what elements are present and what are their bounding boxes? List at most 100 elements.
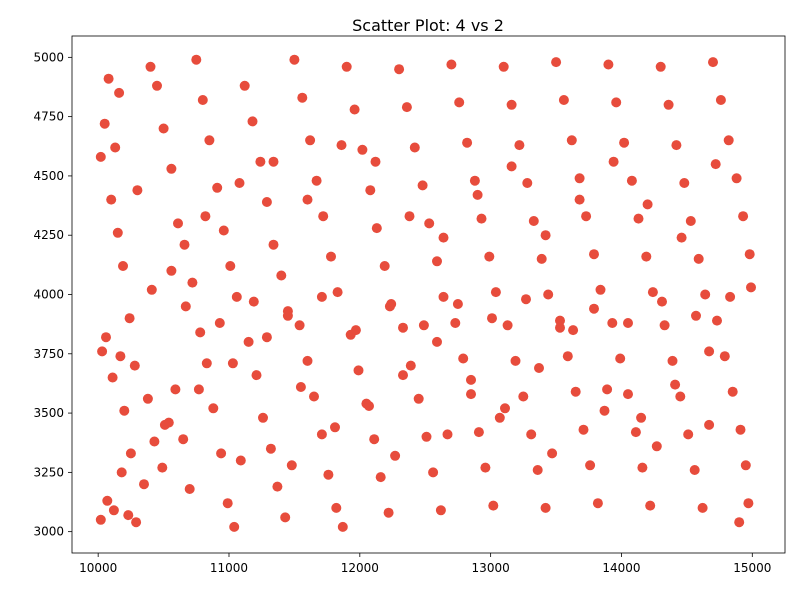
- data-point: [187, 277, 198, 288]
- data-points: [95, 54, 756, 532]
- data-point: [551, 57, 562, 68]
- data-point: [157, 462, 168, 473]
- data-point: [534, 363, 544, 373]
- data-point: [201, 358, 212, 369]
- data-point: [225, 261, 236, 271]
- data-point: [679, 178, 690, 188]
- data-point: [693, 253, 704, 264]
- data-point: [227, 358, 238, 369]
- data-point: [231, 291, 242, 302]
- data-point: [452, 299, 463, 309]
- data-point: [581, 211, 592, 222]
- data-point: [357, 144, 368, 155]
- data-point: [173, 218, 183, 229]
- data-point: [114, 87, 125, 98]
- data-point: [195, 327, 206, 338]
- data-point: [555, 315, 565, 326]
- data-point: [125, 448, 136, 459]
- data-point: [268, 156, 279, 167]
- data-point: [424, 218, 435, 229]
- data-point: [514, 140, 525, 151]
- data-point: [566, 135, 577, 146]
- data-point: [132, 185, 143, 196]
- data-point: [234, 178, 245, 188]
- data-point: [316, 429, 327, 440]
- data-point: [212, 182, 223, 193]
- data-point: [302, 194, 313, 205]
- data-point: [599, 405, 610, 416]
- data-point: [214, 318, 225, 328]
- data-point: [651, 441, 662, 452]
- data-point: [738, 211, 749, 222]
- data-point: [302, 355, 313, 366]
- data-point: [268, 239, 279, 250]
- data-point: [744, 249, 755, 260]
- data-point: [480, 462, 491, 473]
- data-point: [353, 365, 364, 376]
- data-point: [170, 384, 181, 395]
- data-point: [540, 502, 551, 513]
- data-point: [295, 382, 306, 392]
- data-point: [369, 434, 380, 445]
- data-point: [683, 429, 694, 440]
- data-point: [667, 355, 678, 366]
- data-point: [95, 151, 106, 162]
- x-tick-label: 11000: [210, 561, 248, 575]
- data-point: [719, 351, 730, 362]
- data-point: [626, 175, 637, 186]
- data-point: [309, 391, 319, 402]
- data-point: [689, 465, 700, 475]
- data-point: [421, 431, 432, 442]
- data-point: [585, 460, 596, 471]
- data-point: [349, 104, 360, 115]
- data-point: [239, 80, 250, 91]
- data-point: [398, 322, 408, 333]
- data-point: [332, 287, 343, 298]
- data-point: [311, 175, 322, 186]
- data-point: [589, 249, 599, 260]
- data-point: [472, 189, 483, 200]
- data-point: [532, 465, 543, 475]
- data-point: [518, 391, 529, 402]
- data-point: [158, 123, 169, 134]
- data-point: [398, 370, 408, 381]
- data-point: [731, 173, 742, 184]
- data-point: [204, 135, 215, 146]
- data-point: [735, 424, 746, 435]
- data-point: [607, 318, 618, 328]
- data-point: [540, 230, 551, 241]
- data-point: [488, 500, 499, 511]
- data-point: [297, 92, 308, 103]
- data-point: [341, 61, 352, 72]
- data-point: [642, 199, 653, 210]
- data-point: [574, 173, 585, 184]
- data-point: [494, 412, 505, 423]
- data-point: [615, 353, 626, 364]
- data-point: [101, 332, 111, 343]
- data-point: [630, 427, 641, 438]
- data-point: [247, 116, 258, 127]
- data-point: [498, 61, 509, 72]
- data-point: [229, 521, 240, 532]
- data-point: [124, 313, 135, 324]
- data-point: [375, 472, 386, 483]
- data-point: [659, 320, 670, 331]
- y-tick-label: 4000: [33, 288, 64, 302]
- data-point: [704, 346, 715, 357]
- data-point: [746, 282, 756, 293]
- data-point: [506, 99, 517, 110]
- data-point: [547, 448, 558, 459]
- y-tick-label: 3500: [33, 406, 64, 420]
- data-point: [435, 505, 446, 516]
- data-point: [589, 303, 599, 314]
- data-point: [438, 232, 449, 243]
- data-point: [248, 296, 259, 307]
- data-point: [522, 178, 533, 188]
- data-point: [107, 372, 118, 383]
- data-point: [574, 194, 585, 205]
- data-point: [490, 287, 501, 298]
- data-point: [685, 216, 696, 226]
- data-point: [112, 227, 123, 238]
- data-point: [570, 386, 581, 397]
- data-point: [466, 389, 476, 400]
